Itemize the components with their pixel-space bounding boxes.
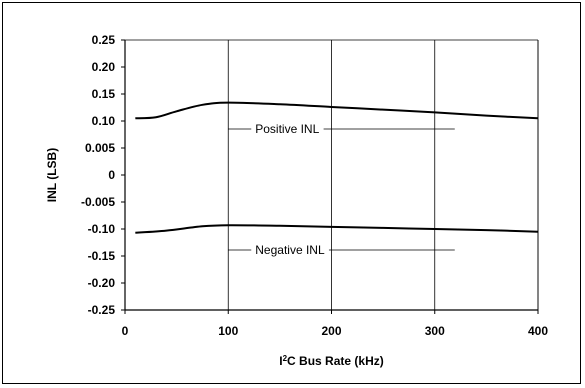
y-tick-label: -0.15: [88, 249, 116, 263]
label-layer: 0.25 0.20 0.15 0.10 0.005 0 -0.005 -0.10 -0.15 -0…: [45, 33, 548, 368]
y-tick-label: 0.25: [92, 33, 116, 47]
y-tick-label: -0.005: [81, 195, 115, 209]
y-tick-label: -0.10: [88, 222, 116, 236]
grid-layer: [227, 40, 539, 310]
x-axis-title: I2C Bus Rate (kHz): [279, 354, 383, 369]
y-tick-label: 0.10: [92, 114, 116, 128]
y-tick-label: 0: [108, 168, 115, 182]
x-tick-label: 400: [528, 324, 548, 338]
chart-frame: 0.25 0.20 0.15 0.10 0.005 0 -0.005 -0.10 -0.15 -0…: [2, 2, 581, 384]
x-tick-label: 300: [425, 324, 445, 338]
y-tick-label: -0.25: [88, 303, 116, 317]
y-axis-title: INL (LSB): [45, 148, 59, 202]
y-tick-label: 0.005: [85, 141, 115, 155]
series-line-negative-inl: [135, 224, 539, 234]
chart-svg: 0.25 0.20 0.15 0.10 0.005 0 -0.005 -0.10 -0.15 -0…: [45, 33, 548, 368]
x-tick-label: 200: [321, 324, 341, 338]
x-tick-label: 100: [218, 324, 238, 338]
series-label-negative-inl: Negative INL: [255, 243, 325, 257]
series-layer: [135, 101, 539, 234]
series-line-positive-inl: [135, 101, 539, 120]
axis-layer: [121, 39, 539, 314]
x-tick-label: 0: [122, 324, 129, 338]
y-tick-label: 0.20: [92, 60, 116, 74]
y-tick-label: -0.20: [88, 276, 116, 290]
y-tick-label: 0.15: [92, 87, 116, 101]
series-label-positive-inl: Positive INL: [255, 122, 319, 136]
